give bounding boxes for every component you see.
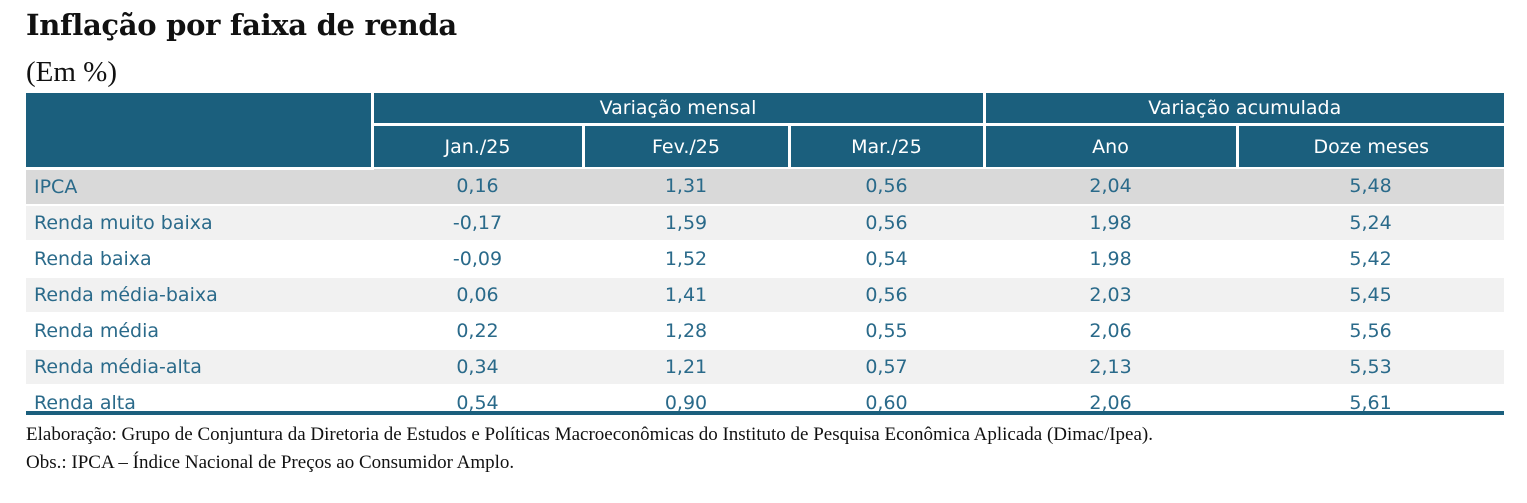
table-row: Renda muito baixa -0,17 1,59 0,56 1,98 5…: [26, 203, 1505, 241]
table-cell: 2,06: [984, 311, 1238, 349]
table-cell: 0,57: [789, 347, 985, 385]
table-cell: 0,06: [372, 275, 583, 313]
column-header-row: Jan./25 Fev./25 Mar./25 Ano Doze meses: [26, 124, 1505, 168]
table-cell: 0,22: [372, 311, 583, 349]
group-header-monthly: Variação mensal: [370, 93, 985, 126]
table-row: Renda média-baixa 0,06 1,41 0,56 2,03 5,…: [26, 275, 1505, 313]
table-bottom-rule: [26, 411, 1504, 415]
table-cell: -0,09: [372, 239, 583, 277]
group-header-row: Variação mensal Variação acumulada: [26, 93, 1505, 170]
table-row: Renda média-alta 0,34 1,21 0,57 2,13 5,5…: [26, 347, 1505, 385]
table-cell: 1,28: [583, 311, 789, 349]
table-cell: 0,56: [789, 203, 985, 241]
table-cell: 1,59: [583, 203, 789, 241]
page-title: Inflação por faixa de renda: [26, 8, 457, 42]
table-cell: 5,42: [1237, 239, 1505, 277]
table-row: Renda média 0,22 1,28 0,55 2,06 5,56: [26, 311, 1505, 349]
table-cell: 5,45: [1237, 275, 1505, 313]
table-cell: 0,34: [372, 347, 583, 385]
source-note: Elaboração: Grupo de Conjuntura da Diret…: [26, 424, 1153, 445]
table-cell: 1,21: [583, 347, 789, 385]
table-cell: 1,98: [984, 203, 1238, 241]
table-cell: 1,31: [583, 167, 789, 205]
column-header-twelve-months: Doze meses: [1235, 124, 1505, 168]
row-label: Renda média-alta: [26, 347, 372, 385]
row-label: Renda muito baixa: [26, 203, 372, 241]
corner-header-cell: [26, 93, 372, 170]
column-header-mar: Mar./25: [787, 124, 985, 168]
table-cell: 0,55: [789, 311, 985, 349]
table-cell: 2,03: [984, 275, 1238, 313]
table-row: IPCA 0,16 1,31 0,56 2,04 5,48: [26, 167, 1505, 205]
table-cell: 5,48: [1237, 167, 1505, 205]
obs-note: Obs.: IPCA – Índice Nacional de Preços a…: [26, 452, 515, 473]
group-header-accumulated: Variação acumulada: [982, 93, 1505, 126]
table-cell: 2,13: [984, 347, 1238, 385]
table-cell: 2,04: [984, 167, 1238, 205]
table-cell: 5,56: [1237, 311, 1505, 349]
inflation-table: Variação mensal Variação acumulada Jan./…: [26, 93, 1505, 420]
table-cell: 0,54: [789, 239, 985, 277]
table-cell: 1,41: [583, 275, 789, 313]
table-row: Renda baixa -0,09 1,52 0,54 1,98 5,42: [26, 239, 1505, 277]
table-cell: 5,24: [1237, 203, 1505, 241]
table-cell: 0,56: [789, 167, 985, 205]
table-cell: -0,17: [372, 203, 583, 241]
table-cell: 1,98: [984, 239, 1238, 277]
table-cell: 0,56: [789, 275, 985, 313]
row-label: Renda média: [26, 311, 372, 349]
table-cell: 0,16: [372, 167, 583, 205]
table-cell: 5,53: [1237, 347, 1505, 385]
column-header-year: Ano: [982, 124, 1238, 168]
table-cell: 1,52: [583, 239, 789, 277]
column-header-feb: Fev./25: [581, 124, 789, 168]
row-label: Renda média-baixa: [26, 275, 372, 313]
page-subtitle: (Em %): [26, 56, 117, 88]
row-label: IPCA: [26, 167, 372, 205]
column-header-jan: Jan./25: [370, 124, 583, 168]
row-label: Renda baixa: [26, 239, 372, 277]
